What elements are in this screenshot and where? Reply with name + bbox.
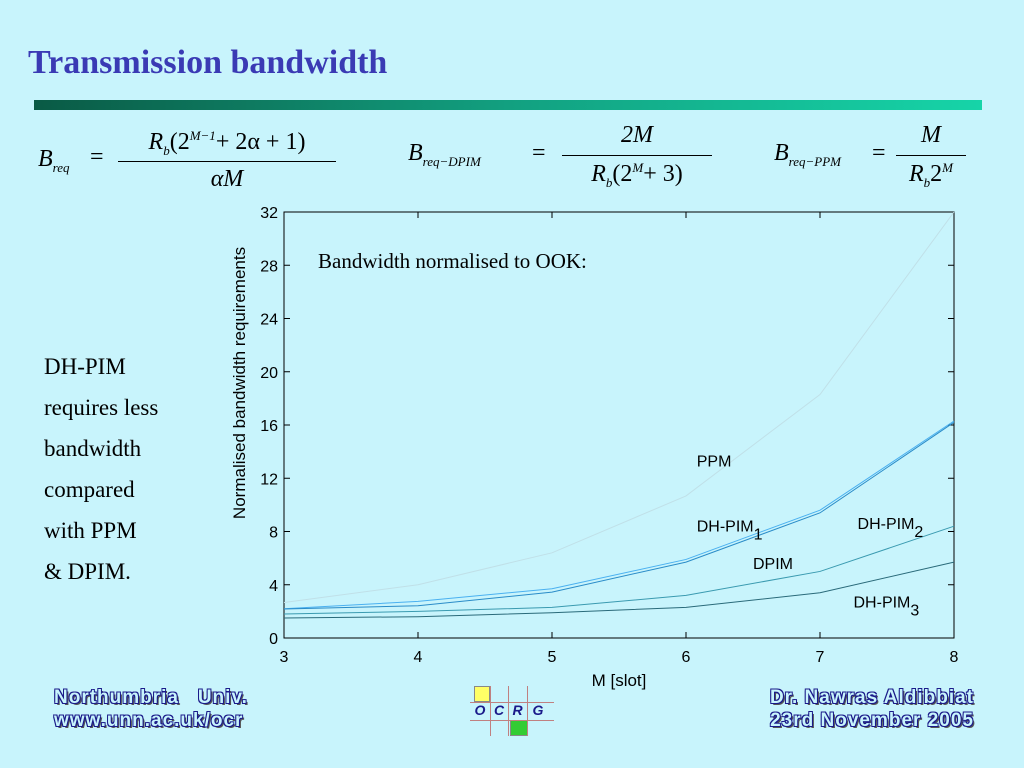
y-tick-label: 4	[269, 578, 278, 595]
y-tick-label: 24	[260, 312, 278, 329]
slide-title: Transmission bandwidth	[28, 44, 388, 81]
series-line-dh-pim1	[283, 420, 955, 610]
y-tick-label: 16	[260, 418, 278, 435]
formula-denominator: Rb2M	[908, 160, 953, 190]
formula-lhs: Breq	[38, 146, 70, 175]
logo-green-square	[510, 720, 528, 736]
y-tick-label: 0	[269, 631, 278, 648]
logo-letter: R	[512, 702, 523, 718]
side-text: DH-PIM requires less bandwidth compared …	[44, 346, 158, 592]
series-label-subscript: 2	[914, 524, 923, 541]
x-tick-label: 5	[548, 649, 557, 666]
side-text-line: bandwidth	[44, 436, 142, 461]
series-label: DPIM	[753, 556, 793, 573]
x-tick-label: 6	[682, 649, 691, 666]
x-tick-label: 7	[816, 649, 825, 666]
title-divider	[34, 100, 982, 110]
logo-letter: C	[493, 702, 505, 718]
x-tick-label: 3	[280, 649, 289, 666]
formula-equals: =	[90, 144, 104, 170]
side-text-line: DH-PIM	[44, 354, 126, 379]
formula-numerator: 2M	[621, 122, 653, 148]
y-tick-label: 28	[260, 258, 278, 275]
y-tick-label: 8	[269, 525, 278, 542]
formula-numerator: Rb(2M−1+ 2α + 1)	[148, 128, 306, 158]
footer-university-name: Northumbria Univ.	[54, 687, 248, 708]
series-label: PPM	[697, 453, 732, 470]
footer-author: Dr. Nawras Aldibbiat 23rd November 2005	[770, 686, 974, 732]
footer-author-name: Dr. Nawras Aldibbiat	[769, 687, 974, 708]
series-line-dh-pim3	[283, 561, 955, 619]
footer-date: 23rd November 2005	[770, 710, 974, 731]
chart-annotation: Bandwidth normalised to OOK:	[318, 249, 587, 273]
side-text-line: with PPM	[44, 518, 137, 543]
footer-university-url: www.unn.ac.uk/ocr	[54, 710, 244, 731]
formula-fraction: Rb(2M−1+ 2α + 1) αM	[118, 128, 336, 192]
y-tick-label: 12	[260, 471, 278, 488]
series-label-subscript: 3	[910, 602, 919, 619]
logo-yellow-square	[474, 686, 490, 702]
series-line-dh-pim2	[283, 525, 955, 615]
footer-university: Northumbria Univ. www.unn.ac.uk/ocr	[54, 686, 248, 732]
formula-denominator: Rb(2M+ 3)	[591, 160, 683, 190]
formula-equals: =	[532, 140, 546, 166]
plot-area	[283, 211, 955, 639]
side-text-line: compared	[44, 477, 135, 502]
formula-breq-dpim: Breq−DPIM = 2M Rb(2M+ 3)	[408, 122, 728, 192]
x-tick-label: 8	[950, 649, 959, 666]
formula-equals: =	[872, 140, 886, 166]
series-label-subscript: 1	[754, 527, 763, 544]
y-axis-label: Normalised bandwidth requirements	[230, 247, 249, 519]
logo-letter: O	[474, 702, 486, 718]
y-tick-label: 32	[260, 205, 278, 222]
y-tick-label: 20	[260, 365, 278, 382]
formula-numerator: M	[921, 122, 941, 148]
x-axis-label: M [slot]	[592, 671, 647, 690]
x-tick-label: 4	[414, 649, 423, 666]
formula-denominator: αM	[210, 166, 244, 192]
series-line-ppm	[283, 211, 955, 603]
side-text-line: requires less	[44, 395, 159, 420]
ocrg-logo: O C R G	[470, 686, 554, 736]
formula-breq-ppm: Breq−PPM = M Rb2M	[774, 122, 974, 192]
logo-letter: G	[532, 702, 544, 718]
side-text-line: & DPIM.	[44, 559, 131, 584]
formula-fraction: 2M Rb(2M+ 3)	[562, 122, 712, 190]
formula-breq: Breq = Rb(2M−1+ 2α + 1) αM	[38, 128, 338, 198]
formula-lhs: Breq−DPIM	[408, 140, 481, 169]
formula-lhs: Breq−PPM	[774, 140, 842, 169]
series-line-dpim	[283, 421, 955, 610]
formula-fraction: M Rb2M	[896, 122, 966, 190]
